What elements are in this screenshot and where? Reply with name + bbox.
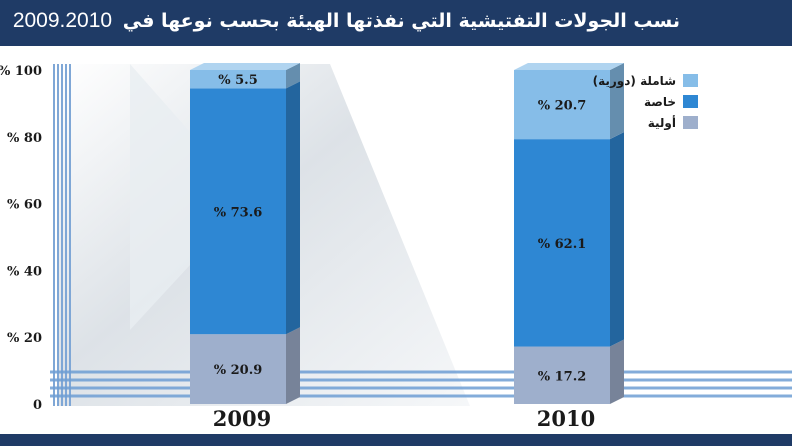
bar-side bbox=[610, 339, 624, 404]
legend-item: أولية bbox=[593, 112, 698, 133]
chart-title-years: 2009.2010 bbox=[12, 9, 113, 32]
legend-label: أولية bbox=[647, 115, 676, 130]
legend-swatch bbox=[683, 116, 698, 129]
bar-top bbox=[514, 63, 624, 70]
bar-front bbox=[514, 346, 610, 404]
bottom-band bbox=[0, 434, 792, 446]
bar-side bbox=[286, 63, 300, 89]
legend-item: خاصة bbox=[593, 91, 698, 112]
bar-segment: % 5.5 bbox=[190, 63, 300, 89]
legend-label: خاصة bbox=[643, 94, 676, 109]
legend-swatch bbox=[683, 95, 698, 108]
bar-data-label: % 5.5 bbox=[218, 73, 258, 88]
legend-label: شاملة (دورية) bbox=[592, 73, 676, 88]
bar-side bbox=[610, 63, 624, 140]
bar-front bbox=[514, 70, 610, 140]
chart-title: نسب الجولات التفتيشية التي نفذتها الهيئة… bbox=[13, 9, 680, 33]
y-tick-label: % 80 bbox=[7, 131, 42, 146]
bar-segment: % 20.9 bbox=[190, 327, 300, 404]
title-bar: نسب الجولات التفتيشية التي نفذتها الهيئة… bbox=[0, 0, 792, 46]
bar-segment: % 73.6 bbox=[190, 81, 300, 335]
chart-plot: 0 % 20 % 40 % 60 % 80 % 100 % 20.9 % 73.6 % 5.5… bbox=[0, 63, 792, 431]
x-tick-label: 2010 bbox=[537, 406, 595, 431]
y-tick-label: 0 bbox=[33, 398, 42, 413]
bar-front bbox=[190, 70, 286, 89]
legend-swatch bbox=[683, 74, 698, 87]
legend-item: شاملة (دورية) bbox=[593, 70, 698, 91]
chart-title-text: نسب الجولات التفتيشية التي نفذتها الهيئة… bbox=[122, 10, 680, 32]
bar-data-label: % 17.2 bbox=[538, 369, 587, 384]
y-tick-label: % 40 bbox=[7, 264, 42, 279]
bar-side bbox=[610, 132, 624, 347]
y-tick-label: % 20 bbox=[7, 331, 42, 346]
bar-front bbox=[514, 139, 610, 347]
bar-data-label: % 20.9 bbox=[214, 363, 263, 378]
bar-segment: % 20.7 bbox=[514, 63, 624, 140]
bar-data-label: % 62.1 bbox=[538, 237, 587, 252]
bar-side bbox=[286, 81, 300, 335]
y-tick-label: % 100 bbox=[0, 64, 42, 79]
bar-segment: % 62.1 bbox=[514, 132, 624, 347]
bar-side bbox=[286, 327, 300, 404]
bar-segment: % 17.2 bbox=[514, 339, 624, 404]
x-tick-label: 2009 bbox=[213, 406, 271, 431]
bar-data-label: % 20.7 bbox=[538, 99, 587, 114]
chart-legend: شاملة (دورية) خاصة أولية bbox=[593, 70, 698, 133]
bar-data-label: % 73.6 bbox=[214, 205, 263, 220]
bar-front bbox=[190, 88, 286, 335]
bar-top bbox=[190, 63, 300, 70]
bar-front bbox=[190, 334, 286, 404]
y-tick-label: % 60 bbox=[7, 198, 42, 213]
